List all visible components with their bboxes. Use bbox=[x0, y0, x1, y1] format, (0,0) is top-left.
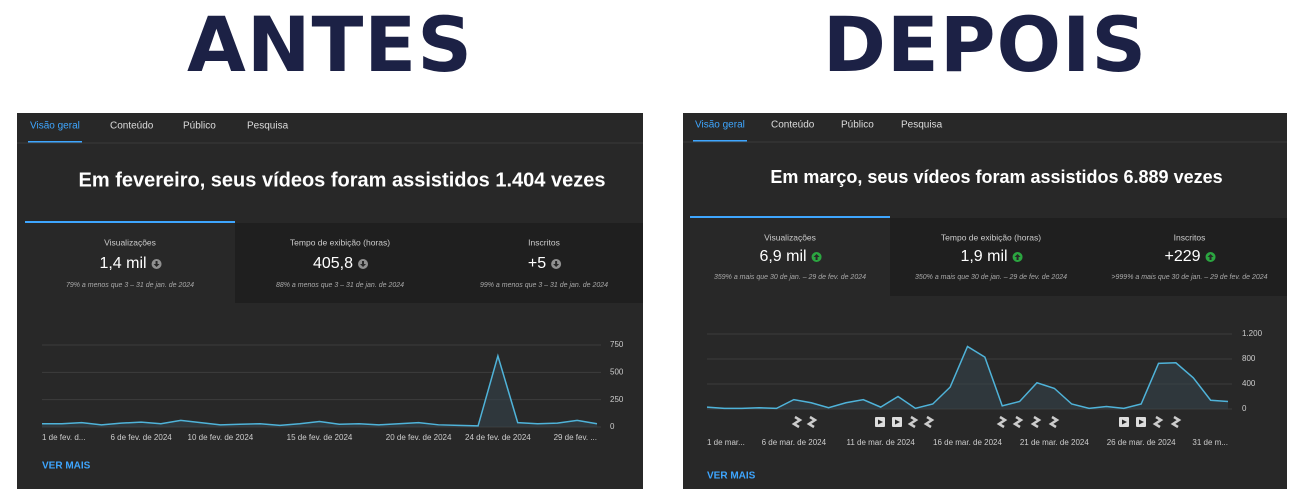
area bbox=[707, 346, 1228, 409]
y-tick-label: 400 bbox=[1242, 379, 1256, 388]
metric-value: 1,4 mil bbox=[99, 255, 146, 272]
tab[interactable]: Conteúdo bbox=[771, 120, 815, 131]
y-tick-label: 0 bbox=[1242, 404, 1247, 413]
x-tick-label: 26 de mar. de 2024 bbox=[1107, 438, 1176, 447]
metric-value: 6,9 mil bbox=[759, 248, 806, 265]
tab[interactable]: Pesquisa bbox=[901, 120, 943, 131]
metric-change: 359% a mais que 30 de jan. – 29 de fev. … bbox=[714, 274, 866, 281]
title-after: DEPOIS bbox=[823, 0, 1147, 89]
short-icon bbox=[806, 415, 818, 429]
see-more-link[interactable]: VER MAIS bbox=[42, 461, 91, 472]
short-icon bbox=[907, 415, 919, 429]
short-icon bbox=[1048, 415, 1060, 429]
metric-change: 79% a menos que 3 – 31 de jan. de 2024 bbox=[66, 282, 194, 289]
metric-value: +229 bbox=[1164, 248, 1200, 265]
x-tick-label: 11 de mar. de 2024 bbox=[846, 438, 915, 447]
trend-arrow bbox=[1014, 254, 1021, 260]
y-tick-label: 250 bbox=[610, 395, 624, 404]
short-icon bbox=[923, 415, 935, 429]
panel bbox=[683, 113, 1287, 489]
metric-card[interactable] bbox=[25, 223, 235, 303]
tab[interactable]: Público bbox=[183, 121, 216, 132]
headline: Em março, seus vídeos foram assistidos 6… bbox=[770, 167, 1222, 187]
card-accent bbox=[25, 221, 235, 223]
line bbox=[706, 345, 1229, 410]
x-tick-label: 1 de fev. d... bbox=[42, 433, 85, 442]
x-tick-label: 10 de fev. de 2024 bbox=[188, 433, 254, 442]
x-tick-label: 16 de mar. de 2024 bbox=[933, 438, 1002, 447]
metric-value: 1,9 mil bbox=[960, 248, 1007, 265]
metric-label: Inscritos bbox=[1174, 232, 1206, 242]
video-play bbox=[878, 419, 883, 425]
x-tick-label: 6 de mar. de 2024 bbox=[762, 438, 827, 447]
metric-label: Inscritos bbox=[528, 237, 560, 247]
x-tick-label: 31 de m... bbox=[1192, 438, 1228, 447]
card-accent bbox=[690, 216, 890, 218]
x-tick-label: 1 de mar... bbox=[707, 438, 745, 447]
y-tick-label: 800 bbox=[1242, 354, 1256, 363]
metric-value: +5 bbox=[528, 255, 546, 272]
metric-card[interactable] bbox=[690, 218, 890, 296]
tab[interactable]: Visão geral bbox=[695, 120, 745, 131]
short-icon bbox=[1152, 415, 1164, 429]
y-tick-label: 750 bbox=[610, 340, 624, 349]
x-tick-label: 6 de fev. de 2024 bbox=[110, 433, 172, 442]
metric-card[interactable] bbox=[890, 218, 1092, 296]
short-icon bbox=[1030, 415, 1042, 429]
trend-arrow bbox=[1207, 254, 1214, 260]
x-tick-label: 24 de fev. de 2024 bbox=[465, 433, 531, 442]
tab[interactable]: Pesquisa bbox=[247, 121, 289, 132]
title-before: ANTES bbox=[187, 0, 473, 89]
short-icon bbox=[996, 415, 1008, 429]
video-play bbox=[1139, 419, 1144, 425]
metric-label: Tempo de exibição (horas) bbox=[941, 232, 1041, 242]
x-tick-label: 21 de mar. de 2024 bbox=[1020, 438, 1089, 447]
metric-value: 405,8 bbox=[313, 255, 353, 272]
video-play bbox=[895, 419, 900, 425]
short-icon bbox=[791, 415, 803, 429]
metric-card[interactable] bbox=[445, 223, 643, 303]
metric-change: >999% a mais que 30 de jan. – 29 de fev.… bbox=[1111, 274, 1267, 281]
metric-label: Visualizações bbox=[764, 232, 816, 242]
metric-change: 99% a menos que 3 – 31 de jan. de 2024 bbox=[480, 282, 608, 289]
trend-arrow bbox=[813, 254, 820, 260]
metric-card[interactable] bbox=[1092, 218, 1287, 296]
x-tick-label: 29 de fev. ... bbox=[554, 433, 597, 442]
see-more-link[interactable]: VER MAIS bbox=[707, 471, 756, 482]
y-tick-label: 1.200 bbox=[1242, 329, 1263, 338]
x-tick-label: 15 de fev. de 2024 bbox=[287, 433, 353, 442]
tab[interactable]: Conteúdo bbox=[110, 121, 154, 132]
video-play bbox=[1122, 419, 1127, 425]
trend-arrow bbox=[553, 261, 560, 267]
metric-label: Tempo de exibição (horas) bbox=[290, 237, 390, 247]
metric-change: 350% a mais que 30 de jan. – 29 de fev. … bbox=[915, 274, 1067, 281]
metric-label: Visualizações bbox=[104, 237, 156, 247]
line bbox=[42, 353, 598, 427]
tab[interactable]: Público bbox=[841, 120, 874, 131]
y-tick-label: 500 bbox=[610, 367, 624, 376]
tab[interactable]: Visão geral bbox=[30, 121, 80, 132]
metric-card[interactable] bbox=[235, 223, 445, 303]
trend-arrow bbox=[360, 261, 367, 267]
trend-arrow bbox=[153, 261, 160, 267]
x-tick-label: 20 de fev. de 2024 bbox=[386, 433, 452, 442]
short-icon bbox=[1170, 415, 1182, 429]
y-tick-label: 0 bbox=[610, 422, 615, 431]
short-icon bbox=[1012, 415, 1024, 429]
headline: Em fevereiro, seus vídeos foram assistid… bbox=[79, 169, 606, 191]
metric-change: 88% a menos que 3 – 31 de jan. de 2024 bbox=[276, 282, 404, 289]
